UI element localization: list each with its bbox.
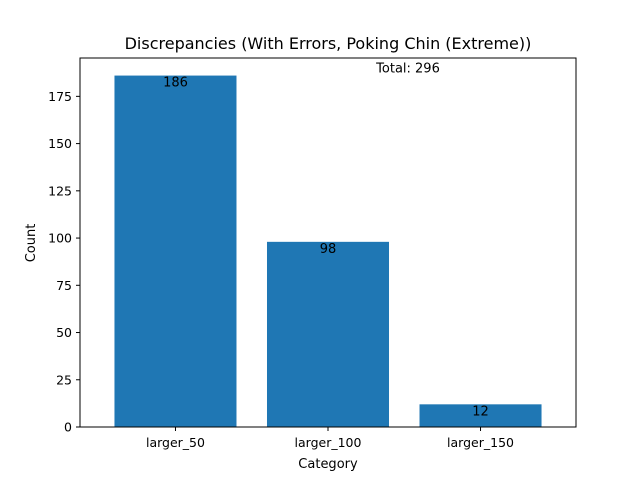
y-axis-label: Count [24, 224, 39, 263]
x-tick-label: larger_150 [447, 435, 514, 450]
y-tick-label: 150 [48, 136, 72, 151]
x-tick-label: larger_100 [295, 435, 362, 450]
y-tick-label: 175 [48, 89, 72, 104]
x-tick-label: larger_50 [146, 435, 205, 450]
chart-title: Discrepancies (With Errors, Poking Chin … [125, 34, 532, 53]
value-label-larger_50: 186 [163, 76, 188, 91]
bar-larger_50 [114, 76, 236, 427]
total-annotation: Total: 296 [375, 62, 440, 77]
y-tick-label: 75 [56, 278, 72, 293]
y-tick-label: 100 [48, 231, 72, 246]
y-tick-label: 25 [56, 372, 72, 387]
plot-area: 186 98 12 0 25 50 75 100 125 150 175 larger_50 large… [48, 58, 576, 450]
y-tick-label: 50 [56, 325, 72, 340]
y-tick-label: 0 [64, 420, 72, 435]
value-label-larger_150: 12 [472, 404, 489, 419]
value-label-larger_100: 98 [320, 242, 337, 257]
bar-larger_100 [267, 242, 389, 427]
x-axis-label: Category [298, 457, 358, 472]
y-tick-label: 125 [48, 183, 72, 198]
